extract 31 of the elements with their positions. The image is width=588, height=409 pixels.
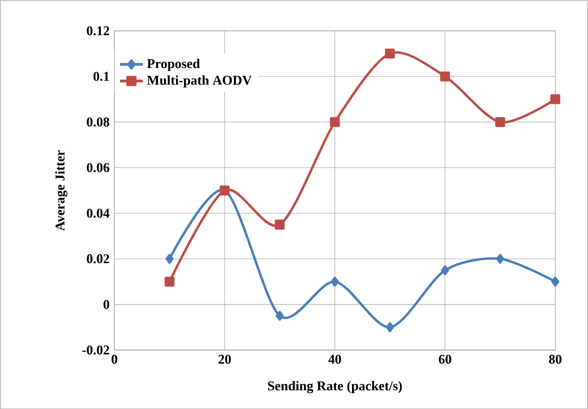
- y-tick-label: 0.02: [86, 254, 110, 264]
- point: [551, 276, 560, 286]
- point: [550, 94, 560, 104]
- legend-label: Proposed: [147, 58, 200, 71]
- y-tick-label: 0: [104, 300, 110, 309]
- point: [496, 254, 504, 264]
- x-tick-label: 80: [549, 354, 562, 364]
- x-tick-label: 60: [438, 354, 452, 364]
- y-tick-label: 0.12: [86, 26, 110, 36]
- point: [440, 71, 450, 82]
- y-tick-label: 0.04: [86, 208, 110, 218]
- x-tick-label: 20: [218, 354, 231, 364]
- y-tick-label: 0.1: [94, 72, 110, 81]
- y-tick-label: 0.06: [86, 162, 110, 172]
- y-axis-title: Average Jitter: [55, 150, 68, 231]
- point: [274, 220, 285, 230]
- point: [386, 322, 394, 332]
- legend-label: Multi-path AODV: [147, 75, 252, 88]
- point: [385, 48, 395, 58]
- x-tick-label: 40: [328, 354, 342, 364]
- y-tick-label: 0.08: [86, 117, 110, 126]
- point: [166, 254, 174, 264]
- point: [441, 265, 450, 276]
- point: [330, 116, 340, 127]
- point: [276, 310, 284, 321]
- point: [164, 276, 174, 286]
- x-tick-label: 0: [112, 354, 118, 364]
- point: [330, 276, 339, 286]
- point: [495, 116, 506, 127]
- x-axis-title: Sending Rate (packet/s): [268, 380, 402, 394]
- y-tick-label: -0.02: [82, 345, 110, 354]
